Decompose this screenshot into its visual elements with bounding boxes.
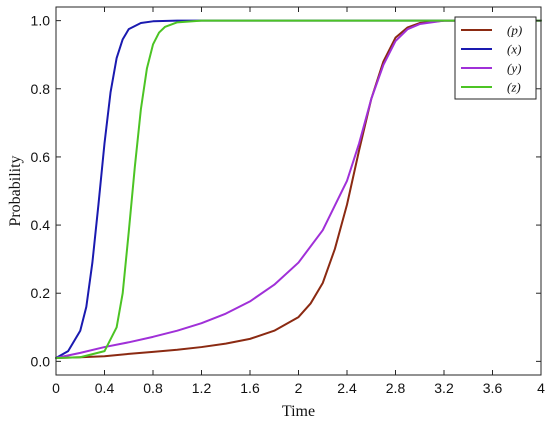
x-tick-label: 0	[52, 380, 60, 396]
legend-label-0: (p)	[507, 23, 522, 38]
x-tick-label: 3.6	[483, 380, 503, 396]
x-tick-label: 2.4	[337, 380, 357, 396]
y-tick-label: 0.6	[31, 149, 51, 165]
x-tick-label: 0.4	[95, 380, 115, 396]
y-tick-label: 0.2	[31, 285, 51, 301]
series-layer	[55, 19, 542, 359]
x-tick-label: 0.8	[143, 380, 163, 396]
y-tick-label: 1.0	[31, 13, 51, 29]
y-tick-label: 0.0	[31, 353, 51, 369]
series-line-0	[55, 19, 542, 359]
x-tick-label: 4	[537, 380, 545, 396]
x-tick-label: 2	[295, 380, 303, 396]
series-line-1	[55, 19, 542, 359]
legend-label-2: (y)	[507, 61, 521, 76]
x-tick-label: 1.6	[240, 380, 260, 396]
y-tick-label: 0.8	[31, 81, 51, 97]
legend-label-3: (z)	[507, 80, 521, 95]
series-line-3	[55, 19, 542, 359]
x-tick-label: 2.8	[386, 380, 406, 396]
x-axis-label: Time	[282, 403, 315, 420]
x-tick-label: 3.2	[434, 380, 454, 396]
legend: (p) (x) (y) (z)	[454, 16, 537, 100]
ticks-layer: 0 0.4 0.8 1.2 1.6 2 2.4 2.8 3.2 3.6 4 0.0 0.2 0.4 0.6 0…	[31, 7, 545, 396]
series-line-2	[55, 19, 542, 359]
x-tick-label: 1.2	[192, 380, 212, 396]
legend-label-1: (x)	[507, 42, 521, 57]
y-tick-label: 0.4	[31, 217, 51, 233]
y-axis-label: Probability	[7, 155, 24, 226]
